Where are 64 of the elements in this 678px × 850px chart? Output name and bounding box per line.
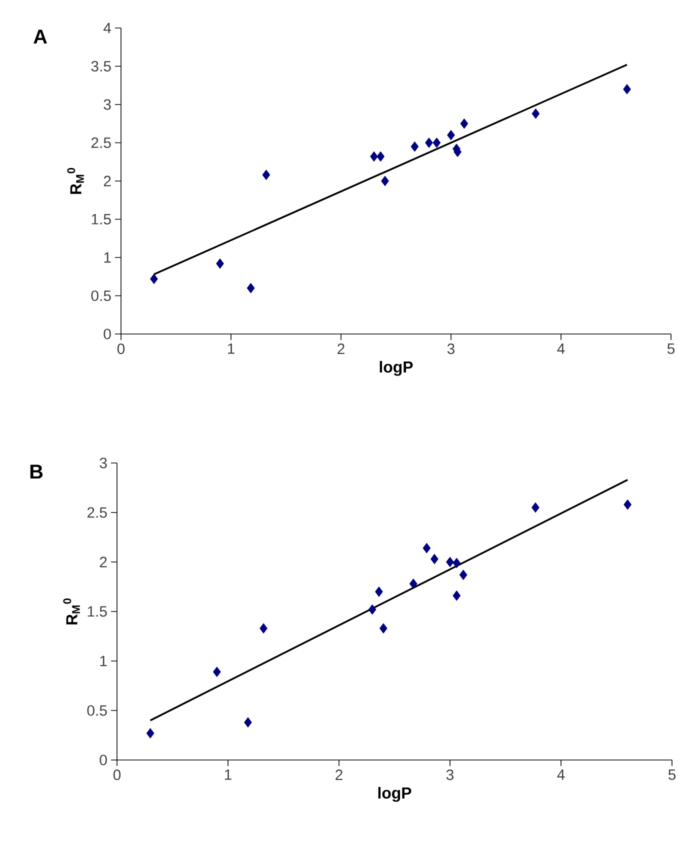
point <box>422 542 431 554</box>
point <box>409 578 418 589</box>
point <box>532 108 540 119</box>
y-axis-title: R$_{M}$0 <box>67 168 84 194</box>
point <box>368 604 376 615</box>
point <box>379 623 388 634</box>
y-tick-label: 1 <box>100 656 107 666</box>
y-tick-label: 2.5 <box>87 507 107 518</box>
point <box>150 274 158 284</box>
x-tick-label: 4 <box>557 770 565 780</box>
x-tick-label: 2 <box>336 770 342 780</box>
y-axis-title: R$_{M}$0 <box>63 598 80 624</box>
point <box>370 151 378 162</box>
y-tick-label: 3.5 <box>91 60 111 72</box>
point <box>410 141 419 152</box>
x-tick-label: 4 <box>557 344 565 354</box>
x-tick-label: 0 <box>117 344 125 354</box>
point <box>452 590 461 601</box>
point <box>624 499 632 510</box>
x-tick-label: 3 <box>446 770 454 780</box>
point <box>376 151 385 162</box>
y-tick-label: 0 <box>104 328 111 340</box>
y-tick-label: 3 <box>104 99 111 110</box>
point <box>532 502 540 513</box>
y-tick-label: 0.5 <box>91 290 111 302</box>
point <box>460 118 468 129</box>
y-tick-label: 1.5 <box>88 606 107 617</box>
x-tick-label: 0 <box>113 770 121 780</box>
y-tick-label: 3 <box>100 458 107 468</box>
point <box>262 170 270 180</box>
x-tick-label: 2 <box>338 344 344 354</box>
y-tick-label: 2.5 <box>91 137 111 148</box>
point <box>446 556 454 568</box>
point <box>375 586 383 597</box>
y-tick-label: 1 <box>104 252 111 263</box>
point <box>623 84 631 94</box>
point <box>146 728 154 738</box>
point <box>430 554 438 564</box>
point <box>452 558 461 568</box>
point <box>246 282 255 294</box>
point <box>447 130 455 140</box>
y-tick-label: 2 <box>104 176 111 186</box>
x-axis-title: logP <box>378 786 412 802</box>
point <box>459 570 468 580</box>
y-tick-label: 2 <box>100 556 107 568</box>
point <box>260 623 268 634</box>
x-tick-label: 5 <box>667 344 675 354</box>
chart-title: A <box>34 30 47 44</box>
point <box>212 666 221 678</box>
x-tick-label: 5 <box>668 770 676 780</box>
point <box>216 258 224 269</box>
y-tick-label: 0 <box>100 754 107 766</box>
x-tick-label: 1 <box>228 344 234 354</box>
x-axis-title: logP <box>380 360 413 376</box>
x-tick-label: 3 <box>447 344 454 354</box>
chart-title: B <box>30 464 43 478</box>
y-tick-label: 1.5 <box>92 214 111 224</box>
y-tick-label: 0.5 <box>87 705 107 716</box>
x-tick-label: 1 <box>224 770 232 780</box>
point <box>244 717 252 728</box>
point <box>425 138 433 148</box>
point <box>381 176 389 186</box>
point <box>432 138 441 148</box>
y-tick-label: 4 <box>104 22 112 34</box>
